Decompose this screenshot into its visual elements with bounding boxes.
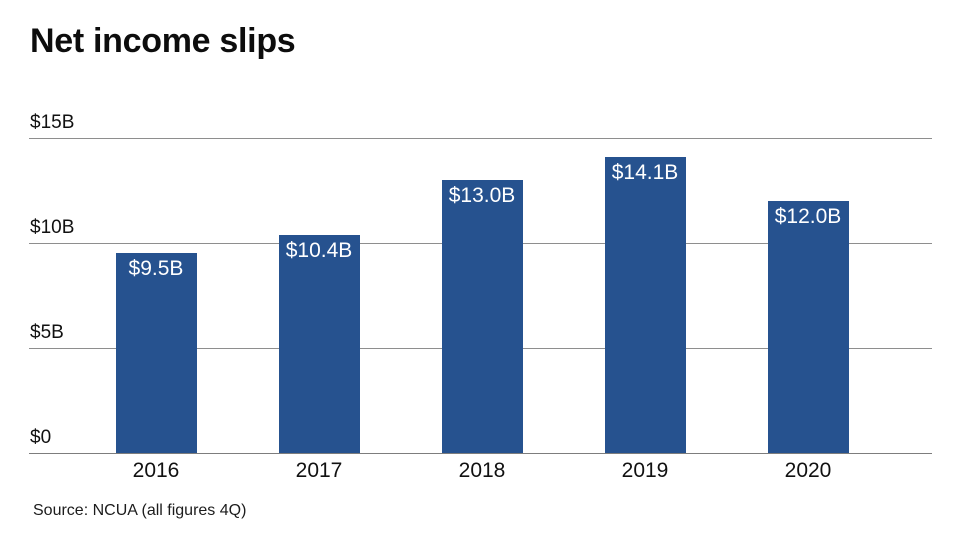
bar-2016: $9.5B [115,253,197,453]
y-axis-tick-label: $5B [30,322,64,343]
bar-2017: $10.4B [278,235,360,453]
x-axis-tick-label: 2018 [458,459,506,482]
y-axis-tick-label: $10B [30,217,75,238]
x-axis-tick-label: 2016 [132,459,180,482]
y-axis-tick-label: $15B [30,112,75,133]
bar-value-label: $10.4B [285,239,353,262]
bar-2020: $12.0B [767,201,849,453]
source-note: Source: NCUA (all figures 4Q) [33,502,247,519]
bar-2018: $13.0B [441,180,523,453]
gridline [29,453,932,454]
bar-2019: $14.1B [604,157,686,453]
bar-value-label: $14.1B [611,161,679,184]
x-axis-tick-label: 2020 [784,459,832,482]
bar-value-label: $12.0B [774,205,842,228]
bar-value-label: $9.5B [128,257,184,280]
x-axis-tick-label: 2017 [295,459,343,482]
y-axis-tick-label: $0 [30,427,52,448]
bar-value-label: $13.0B [448,184,516,207]
chart-title: Net income slips [30,22,296,60]
gridline [29,138,932,139]
x-axis-tick-label: 2019 [621,459,669,482]
